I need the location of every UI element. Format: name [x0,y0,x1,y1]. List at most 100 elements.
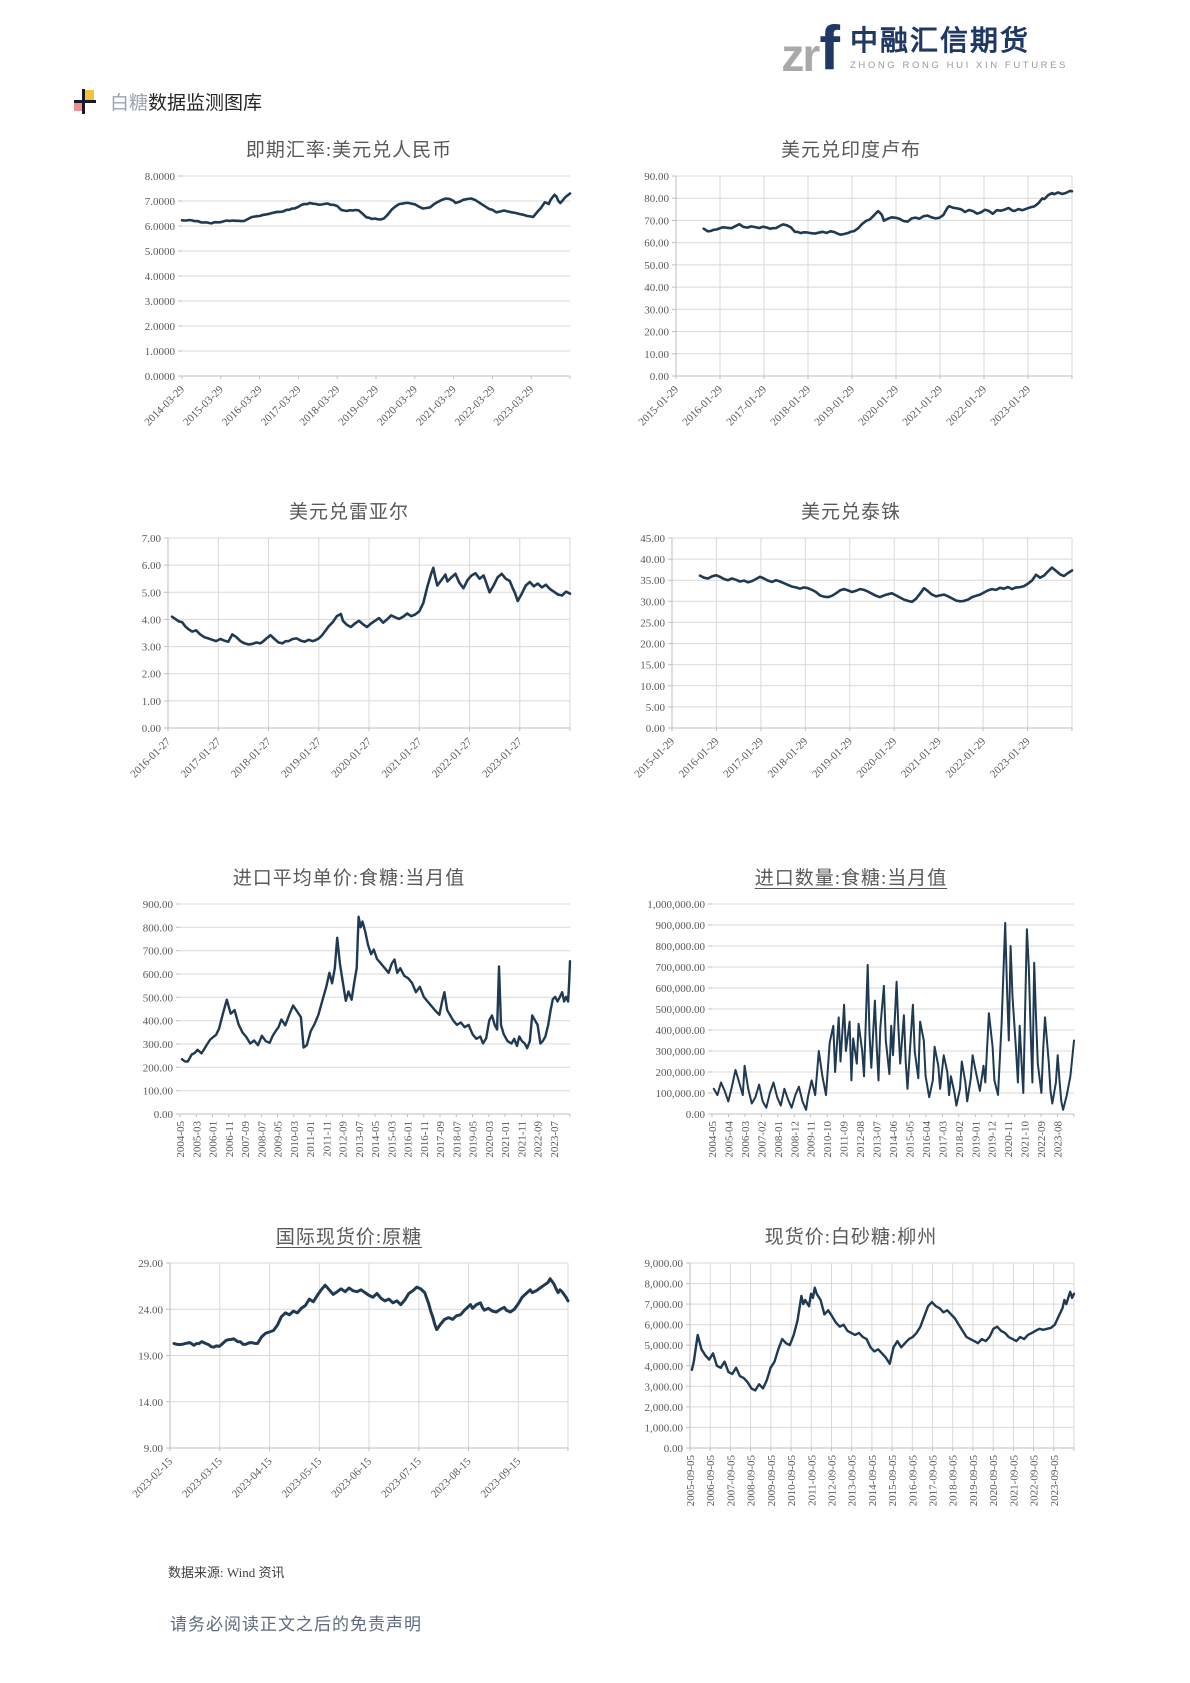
svg-text:2013-07: 2013-07 [872,1121,884,1158]
svg-text:800.00: 800.00 [143,922,174,934]
svg-text:3.00: 3.00 [142,642,162,654]
chart-title: 美元兑泰铢 [800,502,901,523]
svg-text:2005-03: 2005-03 [191,1121,203,1158]
svg-text:2017-09-05: 2017-09-05 [928,1455,940,1507]
svg-text:2020-03: 2020-03 [484,1121,496,1158]
svg-text:2007-09-05: 2007-09-05 [725,1455,737,1507]
svg-text:2023-09-05: 2023-09-05 [1049,1455,1061,1507]
logo-text-block: 中融汇信期货 ZHONG RONG HUI XIN FUTURES [849,26,1068,72]
svg-text:2007-02: 2007-02 [756,1121,768,1158]
svg-text:2022-01-29: 2022-01-29 [943,735,988,780]
svg-text:400,000.00: 400,000.00 [656,1025,706,1037]
svg-text:1,000,000.00: 1,000,000.00 [647,899,705,911]
svg-text:2016-04: 2016-04 [921,1121,933,1158]
svg-text:2022-03-29: 2022-03-29 [453,383,498,428]
svg-text:100,000.00: 100,000.00 [656,1088,706,1100]
svg-text:2015-01-29: 2015-01-29 [636,383,681,428]
svg-text:0.00: 0.00 [142,723,162,735]
svg-text:15.00: 15.00 [640,660,665,672]
svg-text:2.00: 2.00 [142,669,162,681]
svg-text:2006-01: 2006-01 [208,1121,220,1158]
svg-text:200.00: 200.00 [143,1062,174,1074]
chart-plot-area: 0.00 10.00 20.00 30.00 40.00 50.00 60.00 70.00 8… [620,168,1082,451]
logo-f-letter: f [819,14,840,83]
chart-canvas: 0.00 1.00 2.00 3.00 4.00 5.00 6.00 7.00 2016-01-… [128,533,572,780]
logo-zr-letters: zr [781,28,820,81]
svg-text:2015-01-29: 2015-01-29 [632,735,677,780]
svg-text:2012-09-05: 2012-09-05 [827,1455,839,1507]
svg-text:2023-08-15: 2023-08-15 [429,1455,474,1500]
svg-text:14.00: 14.00 [138,1397,163,1409]
svg-text:2006-11: 2006-11 [224,1121,236,1157]
svg-text:10.00: 10.00 [644,349,669,361]
svg-text:2017-09: 2017-09 [435,1121,447,1158]
svg-text:2023-02-15: 2023-02-15 [130,1455,175,1500]
chart-title: 美元兑雷亚尔 [288,502,409,523]
section-header: 白糖数据监测图库 [74,88,262,115]
svg-text:2019-09-05: 2019-09-05 [968,1455,980,1507]
svg-text:2016-11: 2016-11 [419,1121,431,1157]
svg-text:200,000.00: 200,000.00 [656,1067,706,1079]
svg-text:2016-09-05: 2016-09-05 [907,1455,919,1507]
svg-text:2021-01-27: 2021-01-27 [380,735,425,780]
chart-canvas: 0.0000 1.0000 2.0000 3.0000 4.0000 5.0000 6.00… [142,171,572,428]
chart-canvas: 0.00 1,000.00 2,000.00 3,000.00 4,000.00 5,00… [645,1258,1076,1507]
svg-text:2022-09-05: 2022-09-05 [1029,1455,1041,1507]
svg-text:1.0000: 1.0000 [145,346,176,358]
svg-text:2006-03: 2006-03 [740,1121,752,1158]
svg-text:2009-05: 2009-05 [273,1121,285,1158]
chart-plot-area: 9.00 14.00 19.00 24.00 29.00 2023-02-15 2023-0… [118,1255,580,1540]
svg-text:2007-09: 2007-09 [240,1121,252,1158]
svg-text:2005-04: 2005-04 [724,1121,736,1158]
chart-import-avg-price: 进口平均单价:食糖:当月值 0.00 100.00 200.00 300.00 400.… [118,866,580,1186]
svg-text:2018-01-27: 2018-01-27 [229,735,274,780]
svg-text:800,000.00: 800,000.00 [656,941,706,953]
chart-usd-inr: 美元兑印度卢布 0.00 10.00 20.00 30.00 40.00 50.00 60.… [620,138,1082,451]
chart-usd-cny: 即期汇率:美元兑人民币 0.0000 1.0000 2.0000 3.0000 4.00… [118,138,580,451]
svg-text:2023-07: 2023-07 [549,1121,561,1158]
svg-text:80.00: 80.00 [644,193,669,205]
svg-text:0.00: 0.00 [154,1109,174,1121]
svg-text:8.0000: 8.0000 [145,171,176,183]
chart-plot-area: 0.00 5.00 10.00 15.00 20.00 25.00 30.00 35.00 40… [620,530,1082,801]
svg-text:6.00: 6.00 [142,560,162,572]
svg-text:2018-07: 2018-07 [451,1121,463,1158]
svg-text:700.00: 700.00 [143,946,174,958]
chart-usd-thb: 美元兑泰铢 0.00 5.00 10.00 15.00 20.00 25.00 30.00 3… [620,500,1082,801]
svg-text:1.00: 1.00 [142,696,162,708]
svg-text:500.00: 500.00 [143,992,174,1004]
chart-plot-area: 0.0000 1.0000 2.0000 3.0000 4.0000 5.0000 6.00… [118,168,580,451]
svg-text:2014-05: 2014-05 [370,1121,382,1158]
svg-text:2020-01-29: 2020-01-29 [855,735,900,780]
svg-text:2020-09-05: 2020-09-05 [988,1455,1000,1507]
svg-text:2014-09-05: 2014-09-05 [867,1455,879,1507]
svg-text:2013-09-05: 2013-09-05 [847,1455,859,1507]
svg-text:2023-01-29: 2023-01-29 [988,735,1033,780]
svg-text:2023-05-15: 2023-05-15 [280,1455,325,1500]
svg-text:2008-12: 2008-12 [789,1121,801,1158]
svg-text:2019-03-29: 2019-03-29 [336,383,381,428]
svg-text:2008-09-05: 2008-09-05 [746,1455,758,1507]
svg-text:2016-03-29: 2016-03-29 [220,383,265,428]
svg-text:30.00: 30.00 [640,596,665,608]
svg-text:4,000.00: 4,000.00 [645,1361,684,1373]
svg-text:100.00: 100.00 [143,1086,174,1098]
svg-text:600,000.00: 600,000.00 [656,983,706,995]
svg-text:2021-01: 2021-01 [500,1121,512,1158]
svg-text:9,000.00: 9,000.00 [645,1258,684,1270]
svg-text:2016-01-29: 2016-01-29 [677,735,722,780]
svg-text:2016-01: 2016-01 [403,1121,415,1158]
svg-text:2017-01-27: 2017-01-27 [179,735,224,780]
svg-text:900,000.00: 900,000.00 [656,920,706,932]
svg-text:50.00: 50.00 [644,260,669,272]
svg-text:2022-09: 2022-09 [533,1121,545,1158]
svg-text:2012-09: 2012-09 [338,1121,350,1158]
svg-text:2015-05: 2015-05 [905,1121,917,1158]
svg-text:2006-09-05: 2006-09-05 [705,1455,717,1507]
svg-text:0.00: 0.00 [664,1443,684,1455]
section-title-dark: 数据监测图库 [148,93,263,114]
logo-company-name-en: ZHONG RONG HUI XIN FUTURES [849,60,1068,72]
svg-text:2013-07: 2013-07 [354,1121,366,1158]
svg-text:2018-01-29: 2018-01-29 [768,383,813,428]
svg-text:20.00: 20.00 [640,639,665,651]
